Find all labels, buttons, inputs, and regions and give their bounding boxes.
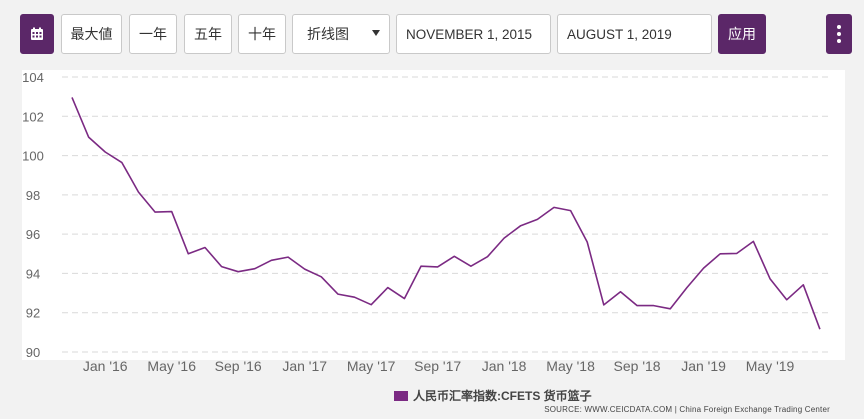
data-point: [751, 239, 755, 243]
x-tick-label: Sep '16: [215, 358, 262, 374]
calendar-icon: [31, 27, 43, 40]
data-point: [319, 275, 323, 279]
vertical-dots-icon: [837, 25, 841, 43]
data-point: [552, 205, 556, 209]
data-point: [386, 286, 390, 290]
y-tick-label: 104: [22, 70, 44, 85]
more-options-button[interactable]: [826, 14, 852, 54]
start-date-field[interactable]: NOVEMBER 1, 2015: [396, 14, 551, 54]
data-point: [170, 210, 174, 214]
data-point: [87, 135, 91, 139]
data-point: [602, 303, 606, 307]
y-tick-label: 100: [22, 149, 44, 164]
data-point: [136, 190, 140, 194]
data-point: [735, 251, 739, 255]
y-tick-label: 96: [26, 227, 40, 242]
data-point: [336, 292, 340, 296]
caret-down-icon: [372, 30, 380, 36]
legend-swatch: [394, 390, 408, 401]
y-tick-label: 102: [22, 109, 44, 124]
data-point: [618, 290, 622, 294]
chart-type-select[interactable]: 折线图: [292, 14, 390, 54]
x-tick-label: Jan '19: [681, 358, 726, 374]
one-year-button[interactable]: 一年: [129, 14, 177, 54]
x-tick-label: May '18: [546, 358, 595, 374]
line-chart: 90 92 94 96 98 100 102 104 Jan '16 May '16 Sep '16…: [22, 70, 845, 374]
data-point: [369, 303, 373, 307]
data-point: [419, 264, 423, 268]
data-point: [120, 161, 124, 165]
data-point: [818, 327, 822, 331]
x-tick-label: Sep '18: [614, 358, 661, 374]
data-point: [103, 150, 107, 154]
data-point: [652, 304, 656, 308]
data-point: [220, 265, 224, 269]
data-point: [70, 95, 74, 99]
data-point: [153, 210, 157, 214]
y-tick-label: 94: [26, 266, 40, 281]
data-point: [768, 277, 772, 281]
y-tick-label: 90: [26, 345, 40, 360]
data-point: [286, 255, 290, 259]
legend[interactable]: 人民币汇率指数:CFETS 货币篮子: [394, 387, 592, 404]
data-point: [785, 298, 789, 302]
end-date-field[interactable]: AUGUST 1, 2019: [557, 14, 712, 54]
x-tick-label: May '16: [147, 358, 196, 374]
data-point: [519, 224, 523, 228]
data-point: [569, 209, 573, 213]
data-point: [469, 264, 473, 268]
legend-label: 人民币汇率指数:CFETS 货币篮子: [413, 389, 592, 403]
chart-type-value: 折线图: [307, 26, 349, 42]
data-point: [801, 283, 805, 287]
x-tick-label: May '17: [347, 358, 396, 374]
data-point: [685, 286, 689, 290]
data-point: [353, 295, 357, 299]
toolbar: 最大値 一年 五年 十年 折线图 NOVEMBER 1, 2015 AUGUST…: [0, 0, 864, 62]
x-tick-label: May '19: [746, 358, 795, 374]
data-point: [668, 307, 672, 311]
data-point: [486, 255, 490, 259]
y-tick-label: 92: [26, 306, 40, 321]
max-range-button[interactable]: 最大値: [61, 14, 122, 54]
y-tick-label: 98: [26, 188, 40, 203]
x-tick-label: Jan '16: [83, 358, 128, 374]
calendar-button[interactable]: [20, 14, 54, 54]
data-point: [502, 236, 506, 240]
data-point: [203, 246, 207, 250]
data-point: [253, 267, 257, 271]
data-point: [236, 270, 240, 274]
data-point: [635, 304, 639, 308]
data-point: [269, 258, 273, 262]
data-point: [535, 217, 539, 221]
x-tick-label: Jan '18: [482, 358, 527, 374]
five-year-button[interactable]: 五年: [184, 14, 232, 54]
data-point: [186, 252, 190, 256]
chart-area: 90 92 94 96 98 100 102 104 Jan '16 May '16 Sep '16…: [0, 62, 864, 419]
data-point: [402, 297, 406, 301]
source-note: SOURCE: WWW.CEICDATA.COM | China Foreign…: [544, 405, 830, 414]
apply-button[interactable]: 应用: [718, 14, 766, 54]
x-tick-label: Sep '17: [414, 358, 461, 374]
data-point: [585, 240, 589, 244]
data-point: [702, 266, 706, 270]
ten-year-button[interactable]: 十年: [238, 14, 286, 54]
data-point: [718, 252, 722, 256]
series-line: [71, 97, 821, 330]
plot-background: [22, 70, 845, 360]
x-tick-label: Jan '17: [282, 358, 327, 374]
data-point: [436, 265, 440, 269]
data-point: [452, 254, 456, 258]
data-point: [303, 267, 307, 271]
